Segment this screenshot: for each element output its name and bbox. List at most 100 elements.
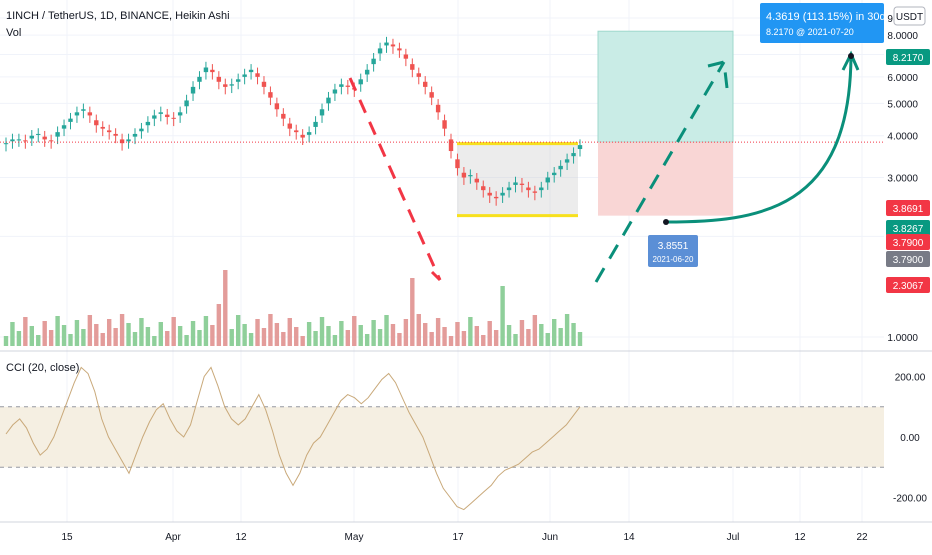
volume-bar [119,314,125,346]
volume-bar [313,331,318,346]
volume-bar [487,321,492,346]
volume-bar [481,335,486,346]
time-tick-label: 12 [235,532,247,543]
candle-body [481,186,486,191]
entry-label-value: 3.8551 [658,241,689,252]
volume-bar [345,330,351,346]
candle-body [493,196,499,199]
volume-bar [197,330,202,346]
entry-label-box [648,235,698,267]
loss-zone [598,142,733,216]
candle-body [235,79,241,82]
candle-body [184,100,189,107]
volume-bar [558,328,563,346]
candle-body [119,139,125,144]
volume-bar [210,325,215,346]
cci-tick-label: -200.00 [893,494,927,505]
price-badge-label: 3.8691 [893,204,924,215]
candle-body [506,187,512,191]
price-tick-label: 3.0000 [887,174,918,185]
candle-body [274,103,280,110]
volume-bar [364,334,370,346]
candle-body [29,135,34,139]
candle-body [571,153,576,157]
volume-bar [100,333,105,346]
profit-zone [597,30,734,143]
volume-bar [177,326,183,346]
cci-axis[interactable]: 200.00 0.00 -200.00 [884,352,932,522]
candle-body [261,81,267,87]
candle-body [16,139,22,141]
candle-body [377,48,383,54]
price-badge-label: 3.7900 [893,238,924,249]
volume-bar [539,324,544,346]
time-tick-label: 12 [794,532,806,543]
volume-bar [261,328,267,346]
volume-bar [268,314,273,346]
volume-bar [442,327,447,346]
volume-bar [190,321,196,346]
price-badge [886,200,930,216]
volume-bar [513,334,518,346]
teal-dashed-arrow [594,61,726,283]
candle-body [287,123,292,129]
annotation-labels[interactable]: 4.3619 (113.15%) in 30d 8.2170 @ 2021-07-… [648,3,886,267]
candle-body [390,44,396,47]
candle-body [223,84,228,87]
candle-body [61,125,67,129]
price-badge [886,251,930,267]
cci-axis-bg [884,352,932,522]
cci-path [5,366,581,511]
candle-body [158,112,163,114]
price-tick-label: 8.0000 [887,31,918,42]
volume-bar [423,323,428,346]
volume-bar [3,336,9,346]
volume-bar [377,329,383,346]
candle-body [468,175,473,177]
price-tick-label: 6.0000 [887,73,918,84]
volume-bar [29,326,34,346]
candle-body [3,143,9,145]
projection-curve [665,55,853,224]
volume-bar [300,336,305,346]
volume-bar [397,333,402,346]
drawings[interactable] [348,50,860,283]
teal-arrow-head [707,60,729,89]
candle-body [197,76,202,82]
candle-body [268,92,273,98]
candle-body [100,126,105,129]
candlestick-series [3,36,583,206]
candle-body [203,67,209,73]
currency-button[interactable]: USDT [893,6,926,26]
volume-bar [23,317,28,346]
candle-body [364,69,370,75]
volume-bar [36,335,41,346]
volume-bar [352,316,357,346]
candle-body [216,76,222,82]
time-tick-label: Jun [542,532,558,543]
candle-body [126,139,131,142]
volume-bar [216,304,222,346]
volume-bar [493,330,499,346]
candle-body [397,48,402,51]
volume-bar [461,331,467,346]
volume-bar [416,314,421,346]
time-axis[interactable]: 15 Apr 12 May 17 Jun 14 Jul 12 22 [0,521,932,543]
volume-bar [468,317,473,346]
volume-bar [229,329,234,346]
volume-bar [526,329,531,346]
volume-bar [132,332,138,346]
volume-bar [106,319,112,346]
candle-body [36,133,41,135]
candle-body [442,120,447,129]
candle-body [345,85,351,87]
volume-bar [10,322,15,346]
volume-bar [500,286,505,346]
target-point [848,53,854,59]
volume-bar [152,336,157,346]
candle-body [132,133,138,137]
price-axis[interactable]: 9.00008.00007.00006.00005.00004.00003.00… [884,0,932,350]
red-arrow-head [430,270,442,282]
trade-setup[interactable] [597,30,734,216]
